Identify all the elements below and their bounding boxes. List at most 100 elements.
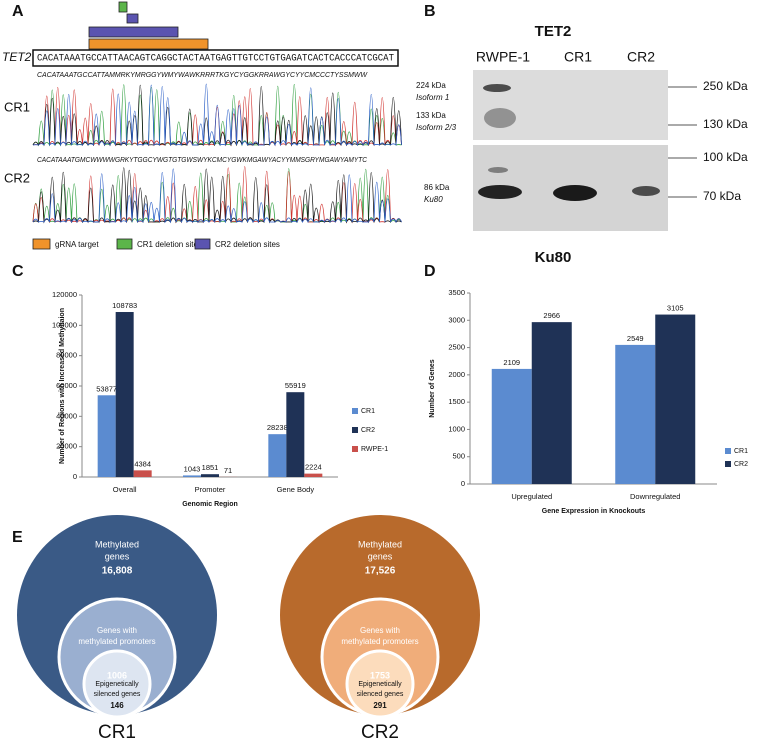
lane-label: CR2 xyxy=(627,49,655,65)
legend-swatch xyxy=(32,238,51,250)
middle-label: Genes with xyxy=(97,626,137,635)
lane-label: CR1 xyxy=(564,49,592,65)
inner-circle xyxy=(82,649,152,719)
band xyxy=(632,186,660,196)
bar xyxy=(183,475,201,477)
inner-count: 291 xyxy=(373,701,387,710)
nested-circles: Methylated genes 16,808 Genes with methylate… xyxy=(17,515,480,743)
bar xyxy=(201,474,219,477)
y-tick-label: 40000 xyxy=(56,411,77,420)
y-tick-label: 1500 xyxy=(448,397,465,406)
y-tick-label: 2000 xyxy=(448,370,465,379)
legend-swatch xyxy=(725,448,731,454)
blot-title: TET2 xyxy=(535,23,572,40)
clone-label: CR2 xyxy=(4,170,30,185)
legend-label: CR2 xyxy=(734,461,748,468)
band-size: 224 kDa xyxy=(416,81,446,90)
legend-label: CR1 xyxy=(361,408,375,415)
inner-label: Epigenetically xyxy=(95,681,139,688)
blot xyxy=(473,70,668,140)
marker-label: 250 kDa xyxy=(703,79,748,93)
y-tick-label: 120000 xyxy=(52,290,77,299)
cr1-deletion-box xyxy=(118,1,128,13)
data-label: 3105 xyxy=(667,304,684,313)
inner-count: 146 xyxy=(110,701,124,710)
legend-label: gRNA target xyxy=(55,240,99,249)
bar xyxy=(655,314,696,484)
bar xyxy=(491,368,532,484)
cr2-sequence: CACATAAATGMCWWWWGRKYTGGCYWGTGTGWSWYKCMCY… xyxy=(37,157,368,164)
chromatogram-trace xyxy=(32,87,402,147)
band-name: Isoform 1 xyxy=(416,93,449,102)
gene-name: TET2 xyxy=(2,50,32,64)
outer-count: 16,808 xyxy=(102,566,133,577)
data-label: 1851 xyxy=(202,463,219,472)
band xyxy=(553,185,597,201)
middle-label: Genes with xyxy=(360,626,400,635)
data-label: 2224 xyxy=(305,463,322,472)
inner-label: silenced genes xyxy=(94,691,141,698)
y-tick-label: 20000 xyxy=(56,442,77,451)
grna-target-box xyxy=(88,38,209,50)
outer-label: genes xyxy=(105,551,130,561)
data-label: 1043 xyxy=(184,464,201,473)
cr1-sequence: CACATAAATGCCATTAMMRKYMRGGYWMYWAWKRRRTKGY… xyxy=(37,72,368,79)
panel-label: E xyxy=(12,529,23,546)
x-axis-title: Gene Expression in Knockouts xyxy=(542,508,646,515)
y-tick-label: 500 xyxy=(452,452,465,461)
bar xyxy=(115,312,134,477)
legend-swatch xyxy=(352,427,358,433)
x-axis-title: Genomic Region xyxy=(182,501,238,508)
cr2-deletion-box xyxy=(126,13,139,24)
bar xyxy=(615,344,656,484)
band xyxy=(484,108,516,128)
band-name: Ku80 xyxy=(424,195,443,204)
y-tick-label: 1000 xyxy=(448,424,465,433)
y-tick-label: 80000 xyxy=(56,351,77,360)
legend-label: RWPE-1 xyxy=(361,446,388,453)
panel-label: D xyxy=(424,263,436,280)
marker-label: 130 kDa xyxy=(703,117,748,131)
x-tick-label: Gene Body xyxy=(277,485,315,494)
data-label: 2549 xyxy=(627,334,644,343)
inner-label: Epigenetically xyxy=(358,681,402,688)
y-axis-title: Number of Regions with Increased Methylt… xyxy=(59,308,66,464)
y-axis-title: Number of Genes xyxy=(429,359,436,417)
y-tick-label: 0 xyxy=(461,479,465,488)
clone-label: CR1 xyxy=(98,722,136,743)
legend-label: CR2 deletion sites xyxy=(215,240,280,249)
outer-label: Methylated xyxy=(95,539,139,549)
outer-label: genes xyxy=(368,551,393,561)
middle-label: methylated promoters xyxy=(78,637,155,646)
cr2-deletion-box xyxy=(88,26,179,38)
band xyxy=(478,185,522,199)
chromatogram-trace xyxy=(32,167,402,224)
bar xyxy=(304,473,323,477)
panel-label: B xyxy=(424,3,436,20)
band xyxy=(483,84,511,92)
chromatograms xyxy=(32,84,402,224)
legend-swatch xyxy=(352,408,358,414)
x-tick-label: Upregulated xyxy=(511,492,552,501)
middle-count: 1006 xyxy=(107,670,127,680)
bar xyxy=(286,392,305,477)
y-tick-label: 0 xyxy=(73,472,77,481)
data-label: 55919 xyxy=(285,381,306,390)
band xyxy=(488,167,508,173)
inner-label: silenced genes xyxy=(357,691,404,698)
x-tick-label: Overall xyxy=(113,485,137,494)
bar xyxy=(268,434,287,477)
band-size: 86 kDa xyxy=(424,183,450,192)
y-tick-label: 60000 xyxy=(56,381,77,390)
bar xyxy=(133,470,152,477)
data-label: 71 xyxy=(224,466,232,475)
blot-footer: Ku80 xyxy=(535,249,572,266)
reference-sequence: CACATAAATGCCATTAACAGTCAGGCTACTAATGAGTTGT… xyxy=(37,54,394,65)
y-tick-label: 3000 xyxy=(448,315,465,324)
x-tick-label: Downregulated xyxy=(630,492,680,501)
outer-count: 17,526 xyxy=(365,566,396,577)
legend-swatch xyxy=(194,238,211,250)
data-label: 108783 xyxy=(112,301,137,310)
bar xyxy=(97,395,116,477)
band-size: 133 kDa xyxy=(416,111,446,120)
